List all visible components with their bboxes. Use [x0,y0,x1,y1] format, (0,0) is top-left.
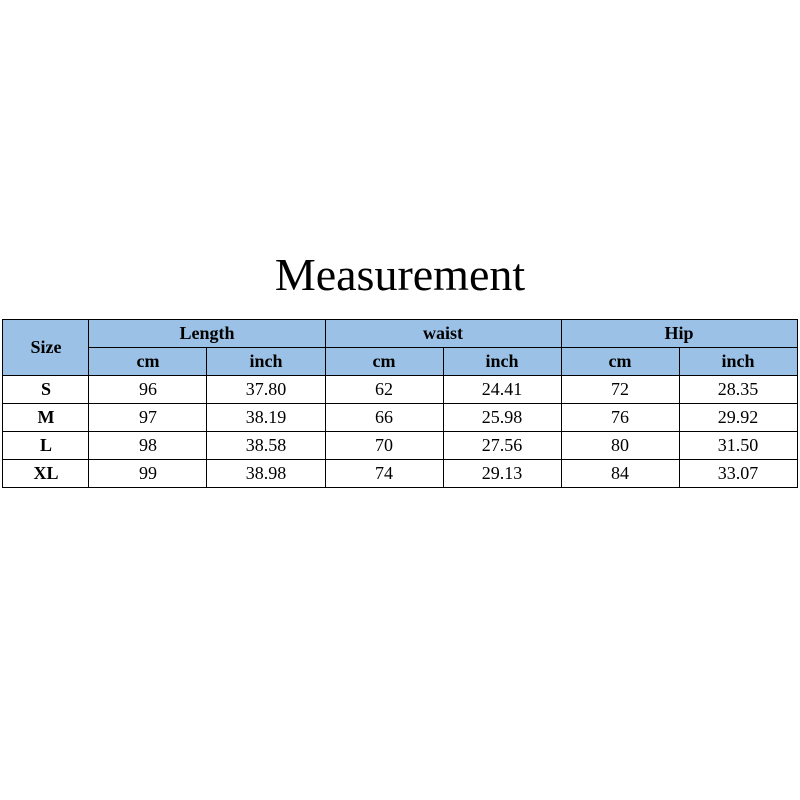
data-cell: 72 [561,376,679,404]
data-cell: 96 [89,376,207,404]
header-row-2: cm inch cm inch cm inch [3,348,797,376]
data-cell: 80 [561,432,679,460]
col-header-hip: Hip [561,320,797,348]
sub-header-hip-cm: cm [561,348,679,376]
header-row-1: Size Length waist Hip [3,320,797,348]
data-cell: 29.92 [679,404,797,432]
data-cell: 29.13 [443,460,561,488]
data-cell: 28.35 [679,376,797,404]
sub-header-length-inch: inch [207,348,325,376]
data-cell: 84 [561,460,679,488]
sub-header-hip-inch: inch [679,348,797,376]
data-cell: 62 [325,376,443,404]
data-cell: 37.80 [207,376,325,404]
data-cell: 24.41 [443,376,561,404]
sub-header-waist-cm: cm [325,348,443,376]
data-cell: 31.50 [679,432,797,460]
size-cell: L [3,432,89,460]
data-cell: 74 [325,460,443,488]
sub-header-waist-inch: inch [443,348,561,376]
table-row: S 96 37.80 62 24.41 72 28.35 [3,376,797,404]
sub-header-length-cm: cm [89,348,207,376]
data-cell: 38.19 [207,404,325,432]
data-cell: 97 [89,404,207,432]
col-header-length: Length [89,320,325,348]
data-cell: 27.56 [443,432,561,460]
col-header-size: Size [3,320,89,376]
measurement-container: Measurement Size Length waist Hip cm inc… [0,0,800,800]
data-cell: 38.58 [207,432,325,460]
size-cell: M [3,404,89,432]
data-cell: 25.98 [443,404,561,432]
data-cell: 98 [89,432,207,460]
table-row: L 98 38.58 70 27.56 80 31.50 [3,432,797,460]
data-cell: 66 [325,404,443,432]
size-cell: XL [3,460,89,488]
table-row: XL 99 38.98 74 29.13 84 33.07 [3,460,797,488]
page-title: Measurement [275,248,525,301]
size-cell: S [3,376,89,404]
data-cell: 38.98 [207,460,325,488]
data-cell: 76 [561,404,679,432]
measurement-table: Size Length waist Hip cm inch cm inch cm… [2,319,797,488]
data-cell: 33.07 [679,460,797,488]
data-cell: 99 [89,460,207,488]
table-row: M 97 38.19 66 25.98 76 29.92 [3,404,797,432]
data-cell: 70 [325,432,443,460]
col-header-waist: waist [325,320,561,348]
